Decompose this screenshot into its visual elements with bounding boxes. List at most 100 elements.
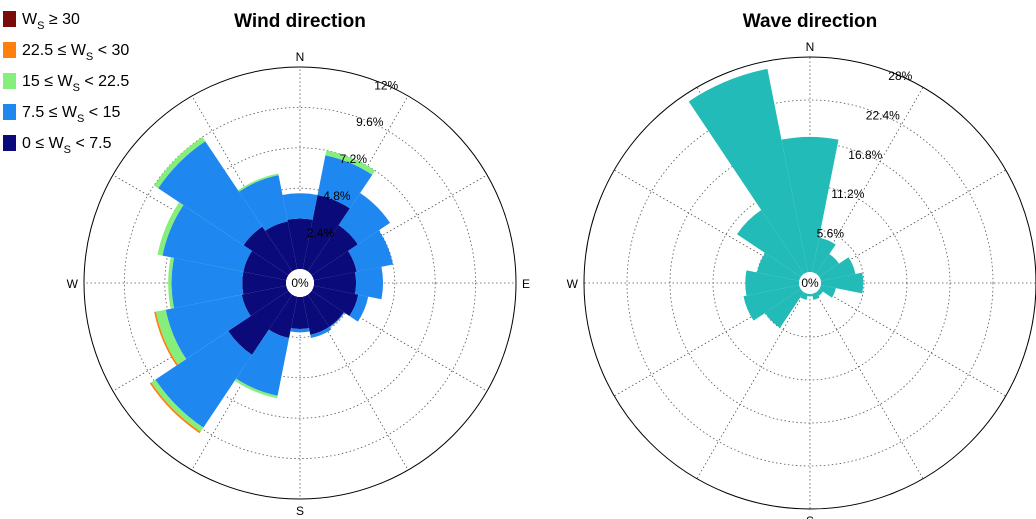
wind-bar-e-s0: [313, 272, 357, 294]
wind-speed-legend: WS ≥ 30 22.5 ≤ WS < 30 15 ≤ WS < 22.5 7.5 ≤…: [3, 11, 129, 156]
legend-label: 0 ≤ WS < 7.5: [22, 135, 112, 156]
legend-swatch: [3, 11, 16, 27]
wave-grid-ring: [669, 142, 951, 424]
wind-bar-sse-s1: [310, 326, 332, 339]
wind-bar-wsw-s1: [165, 294, 251, 360]
wind-bar-nnw-s2: [237, 173, 279, 192]
wind-bar-ssw-s2: [234, 378, 278, 399]
wind-center-hole: [286, 269, 314, 297]
wind-bar-n-s0: [287, 218, 313, 270]
legend-swatch: [3, 104, 16, 120]
wind-bar-wsw-s3: [154, 311, 178, 366]
wave-spoke: [696, 282, 811, 479]
wind-bar-wnw-s0: [243, 250, 289, 281]
wave-center-label: 0%: [801, 276, 819, 290]
wave-bar-wsw-s0: [743, 285, 801, 321]
wave-radius-label: 16.8%: [848, 148, 882, 162]
wind-bar-ese-s1: [349, 294, 369, 322]
wind-radius-label: 9.6%: [356, 115, 384, 129]
legend-swatch: [3, 135, 16, 151]
wave-radius-label: 28%: [888, 69, 912, 83]
wave-bar-nnw-s0: [688, 68, 808, 274]
wind-bar-nne-s2: [325, 150, 376, 175]
wave-grid-ring: [626, 99, 994, 467]
wave-center-hole: [799, 272, 821, 294]
wave-spoke: [809, 282, 924, 479]
wind-radius-label: 4.8%: [323, 189, 351, 203]
wind-radius-label: 7.2%: [340, 152, 368, 166]
wave-bar-s-s0: [807, 293, 813, 297]
wave-chart-title: Wave direction: [743, 11, 877, 32]
wave-spoke: [809, 169, 1006, 284]
wind-bar-e-s1: [355, 266, 384, 300]
wind-bar-ene-s1: [348, 230, 393, 272]
wind-bar-sse-s0: [302, 294, 330, 335]
wind-bar-ssw-s0: [268, 294, 298, 339]
wind-grid-ring: [164, 147, 436, 419]
wind-radius-label: 12%: [374, 78, 398, 92]
legend-label: WS ≥ 30: [22, 11, 80, 32]
wind-bar-ssw-s1: [236, 329, 290, 396]
wind-bar-sw-s2: [151, 379, 204, 432]
wave-bar-nw-s0: [737, 210, 804, 277]
wind-bar-nne-s0: [302, 194, 350, 272]
wave-spoke: [614, 282, 811, 397]
wind-bar-ese-s0: [311, 285, 359, 317]
wind-grid-ring: [123, 106, 477, 460]
wind-bar-nnw-s1: [238, 175, 288, 231]
wind-bar-nne-s1: [317, 155, 373, 209]
wind-bar-s-s1: [290, 328, 310, 333]
wind-direction-rose: 2.4% 4.8% 7.2% 9.6% 12% 0% N E S W Wind direction: [67, 11, 530, 518]
wind-bar-w-s1: [171, 257, 244, 309]
wave-bar-ese-s0: [819, 285, 836, 298]
wind-bar-nnw-s0: [265, 221, 298, 272]
wave-bar-w-s0: [745, 270, 800, 296]
wave-bar-nne-s0: [812, 237, 836, 274]
wind-bar-nw-s1: [158, 141, 263, 246]
wind-bar-ne-s1: [338, 192, 391, 245]
wind-bar-nw-s0: [243, 226, 293, 276]
wave-bar-e-s0: [820, 272, 864, 294]
wind-bar-wsw-s0: [241, 285, 289, 317]
wave-radius-label: 11.2%: [831, 187, 864, 201]
wind-bar-w-s0: [242, 271, 287, 295]
wind-bar-se-s0: [307, 290, 344, 327]
wave-bar-ene-s0: [819, 257, 856, 281]
wave-bar-ne-s0: [816, 254, 839, 277]
wind-bar-ene-s0: [311, 250, 357, 281]
wave-compass-n: N: [806, 40, 815, 54]
wind-bar-wnw-s2: [157, 202, 184, 256]
wind-compass-e: E: [522, 277, 530, 291]
wave-bar-sse-s0: [812, 292, 820, 300]
wind-bar-sw-s0: [228, 290, 293, 355]
wave-bar-wnw-s0: [757, 252, 801, 281]
wave-spoke: [809, 87, 924, 284]
wave-bar-se-s0: [816, 289, 823, 296]
wind-bar-wnw-s1: [162, 205, 252, 272]
wind-bar-s-s0: [291, 296, 309, 329]
wave-compass-s: S: [806, 514, 814, 519]
wind-compass-w: W: [67, 277, 79, 291]
wind-bar-nw-s2: [153, 136, 206, 189]
wind-compass-n: N: [296, 50, 305, 64]
wind-bar-ne-s0: [307, 225, 358, 276]
wave-radius-label: 22.4%: [866, 108, 900, 122]
wind-radius-label: 2.4%: [307, 226, 335, 240]
wind-center-label: 0%: [291, 276, 309, 290]
wind-bar-n-s1: [282, 193, 318, 220]
legend-label: 22.5 ≤ WS < 30: [22, 42, 129, 63]
legend-swatch: [3, 73, 16, 89]
wind-bar-w-s2: [168, 257, 175, 309]
legend-label: 15 ≤ WS < 22.5: [22, 73, 129, 94]
legend-label: 7.5 ≤ WS < 15: [22, 104, 120, 125]
legend-swatch: [3, 42, 16, 58]
wind-bar-se-s1: [329, 312, 345, 328]
wave-spoke: [614, 169, 811, 284]
wave-spoke: [809, 282, 1006, 397]
wind-bar-wsw-s2: [155, 309, 187, 365]
wave-bar-sw-s0: [765, 289, 804, 328]
wave-compass-w: W: [567, 277, 579, 291]
wave-direction-rose: 5.6%11.2%16.8%22.4%28%0%NESWWave directi…: [567, 11, 1036, 519]
wind-bar-sw-s1: [155, 330, 253, 428]
